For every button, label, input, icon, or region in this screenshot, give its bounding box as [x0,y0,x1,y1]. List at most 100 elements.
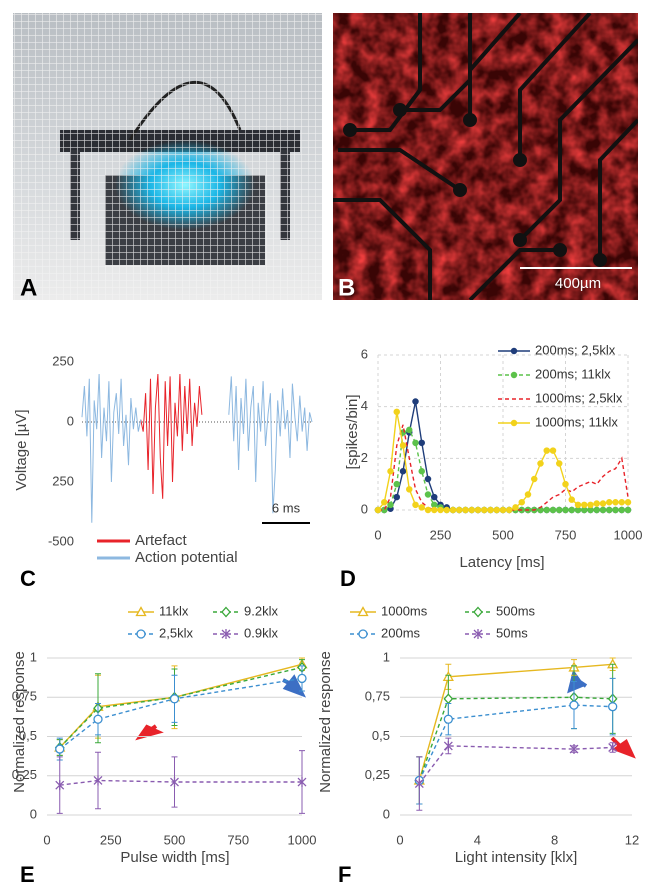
photo-a: A [13,13,322,301]
marker [556,506,563,514]
marker [424,491,432,498]
marker [443,740,453,751]
panel-label: F [338,862,351,884]
y-tick-label: 0 [383,806,390,821]
marker [599,506,607,514]
marker [587,506,594,514]
marker [618,498,626,506]
legend-label: 11klx [159,603,189,618]
panel-label: C [20,566,36,591]
scale-bar-label: 6 ms [272,500,301,515]
legend-label: 0.9klx [244,625,278,640]
marker [430,506,438,514]
series-line [140,373,203,499]
marker [412,439,419,447]
marker [599,500,607,507]
x-tick-label: 0 [374,527,381,542]
y-axis-label: Voltage [µV] [13,409,30,490]
y-tick-label: 0 [361,501,368,516]
marker [297,777,307,788]
marker [593,500,601,507]
y-tick-label: 0,25 [12,767,37,782]
x-axis-label: Light intensity [klx] [455,849,578,866]
x-axis-label: Latency [ms] [459,554,544,571]
x-tick-label: 750 [555,527,577,542]
y-tick-label: 1 [383,649,390,664]
marker [93,714,103,724]
marker [618,506,626,514]
marker [499,506,507,514]
marker [399,442,407,449]
marker [581,506,588,514]
x-tick-label: 8 [551,832,558,847]
marker [562,506,569,514]
marker [524,491,532,498]
marker [443,714,453,724]
marker [562,480,569,488]
marker [414,778,424,789]
series-line [418,704,613,781]
legend-label: 200ms; 11klx [535,366,611,381]
legend-label: 2,5klx [159,625,193,640]
marker [221,629,231,639]
legend-label: 1000ms; 2,5klx [535,390,623,405]
y-tick-label: 0 [30,806,37,821]
marker [393,493,400,501]
marker [606,498,613,506]
photo-b: 400µm B [333,13,638,300]
marker [587,501,594,509]
marker [55,744,65,754]
marker [569,700,579,710]
marker [510,371,518,379]
x-tick-label: 1000 [288,832,317,847]
series-line [418,696,613,781]
marker [418,439,425,447]
y-tick-label: 0,5 [19,728,37,743]
marker [512,504,519,511]
legend-label: 500ms [496,603,536,618]
series-line [59,666,303,748]
marker [418,467,425,475]
marker [169,694,180,704]
marker [136,629,146,639]
marker [608,742,618,753]
marker [393,408,400,416]
legend-label: 200ms; 2,5klx [535,342,616,357]
marker [612,506,619,514]
marker [418,504,425,511]
y-tick-label: 250 [52,353,74,368]
y-axis-label: Normalized response [317,651,334,793]
marker [543,506,551,514]
marker [493,506,500,514]
marker [430,493,438,501]
marker [593,506,601,514]
scale-bar-label: 400µm [555,275,601,292]
x-tick-label: 250 [430,527,452,542]
marker [581,501,588,509]
panel-label: E [20,862,35,884]
marker [468,506,475,514]
legend-label: 200ms [381,625,421,640]
marker [380,498,388,506]
marker [399,467,407,475]
marker [374,506,382,514]
series-line [378,424,629,511]
marker [568,496,576,503]
marker [531,475,538,483]
marker [574,501,582,509]
legend-label: Action potential [135,549,238,566]
y-axis-label: Normalized response [11,651,28,793]
marker [357,606,369,617]
y-tick-label: -500 [48,533,74,548]
marker [549,506,557,514]
series-line [378,429,628,511]
marker [568,506,576,514]
marker [437,506,444,514]
y-tick-label: 0,25 [365,767,390,782]
marker [462,506,469,514]
marker [480,506,488,514]
marker [297,673,307,684]
marker [412,501,419,509]
